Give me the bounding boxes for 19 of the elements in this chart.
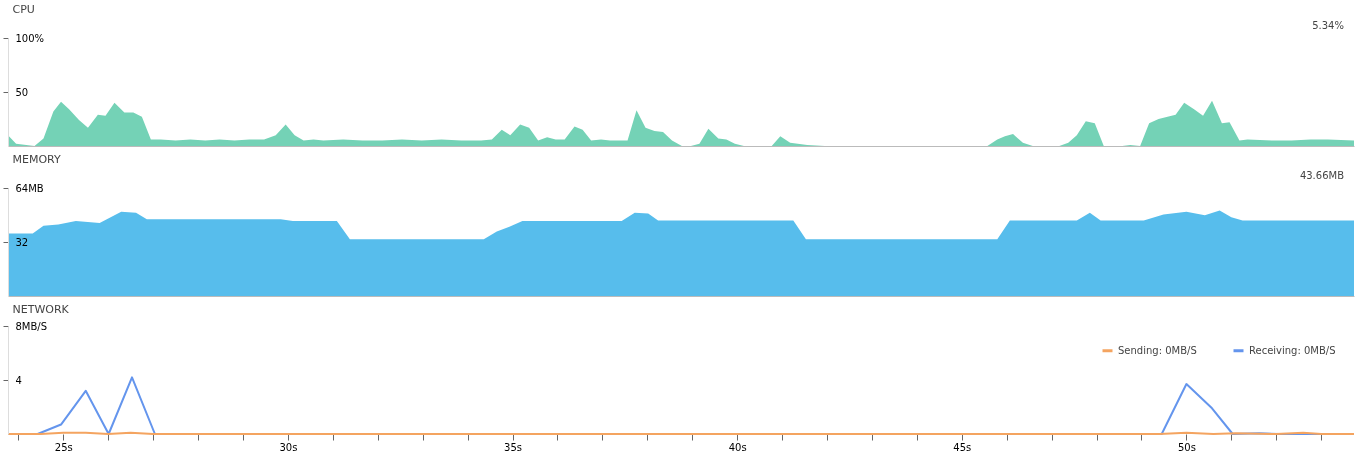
x-tick-label: 45s	[953, 441, 972, 453]
text: 43.66MB	[1299, 170, 1345, 181]
chart-title: CPU	[12, 3, 35, 16]
text: 5.34%	[1312, 20, 1344, 31]
y-tick-label: 4	[15, 374, 22, 386]
legend-label: Sending: 0MB/S	[1118, 344, 1197, 356]
y-tick-label: 100%	[15, 32, 45, 44]
x-tick-label: 25s	[54, 441, 73, 453]
x-tick-label: 50s	[1177, 441, 1196, 453]
chart-title: MEMORY	[12, 153, 62, 166]
x-tick-label: 35s	[504, 441, 522, 453]
legend-label: Receiving: 0MB/S	[1249, 344, 1336, 356]
chart-title: NETWORK	[12, 303, 70, 316]
y-tick-label: 64MB	[15, 182, 44, 194]
x-tick-label: 40s	[728, 441, 747, 453]
y-tick-label: 50	[15, 86, 29, 98]
y-tick-label: 32	[15, 236, 29, 248]
y-tick-label: 8MB/S	[15, 320, 48, 332]
x-tick-label: 30s	[279, 441, 298, 453]
